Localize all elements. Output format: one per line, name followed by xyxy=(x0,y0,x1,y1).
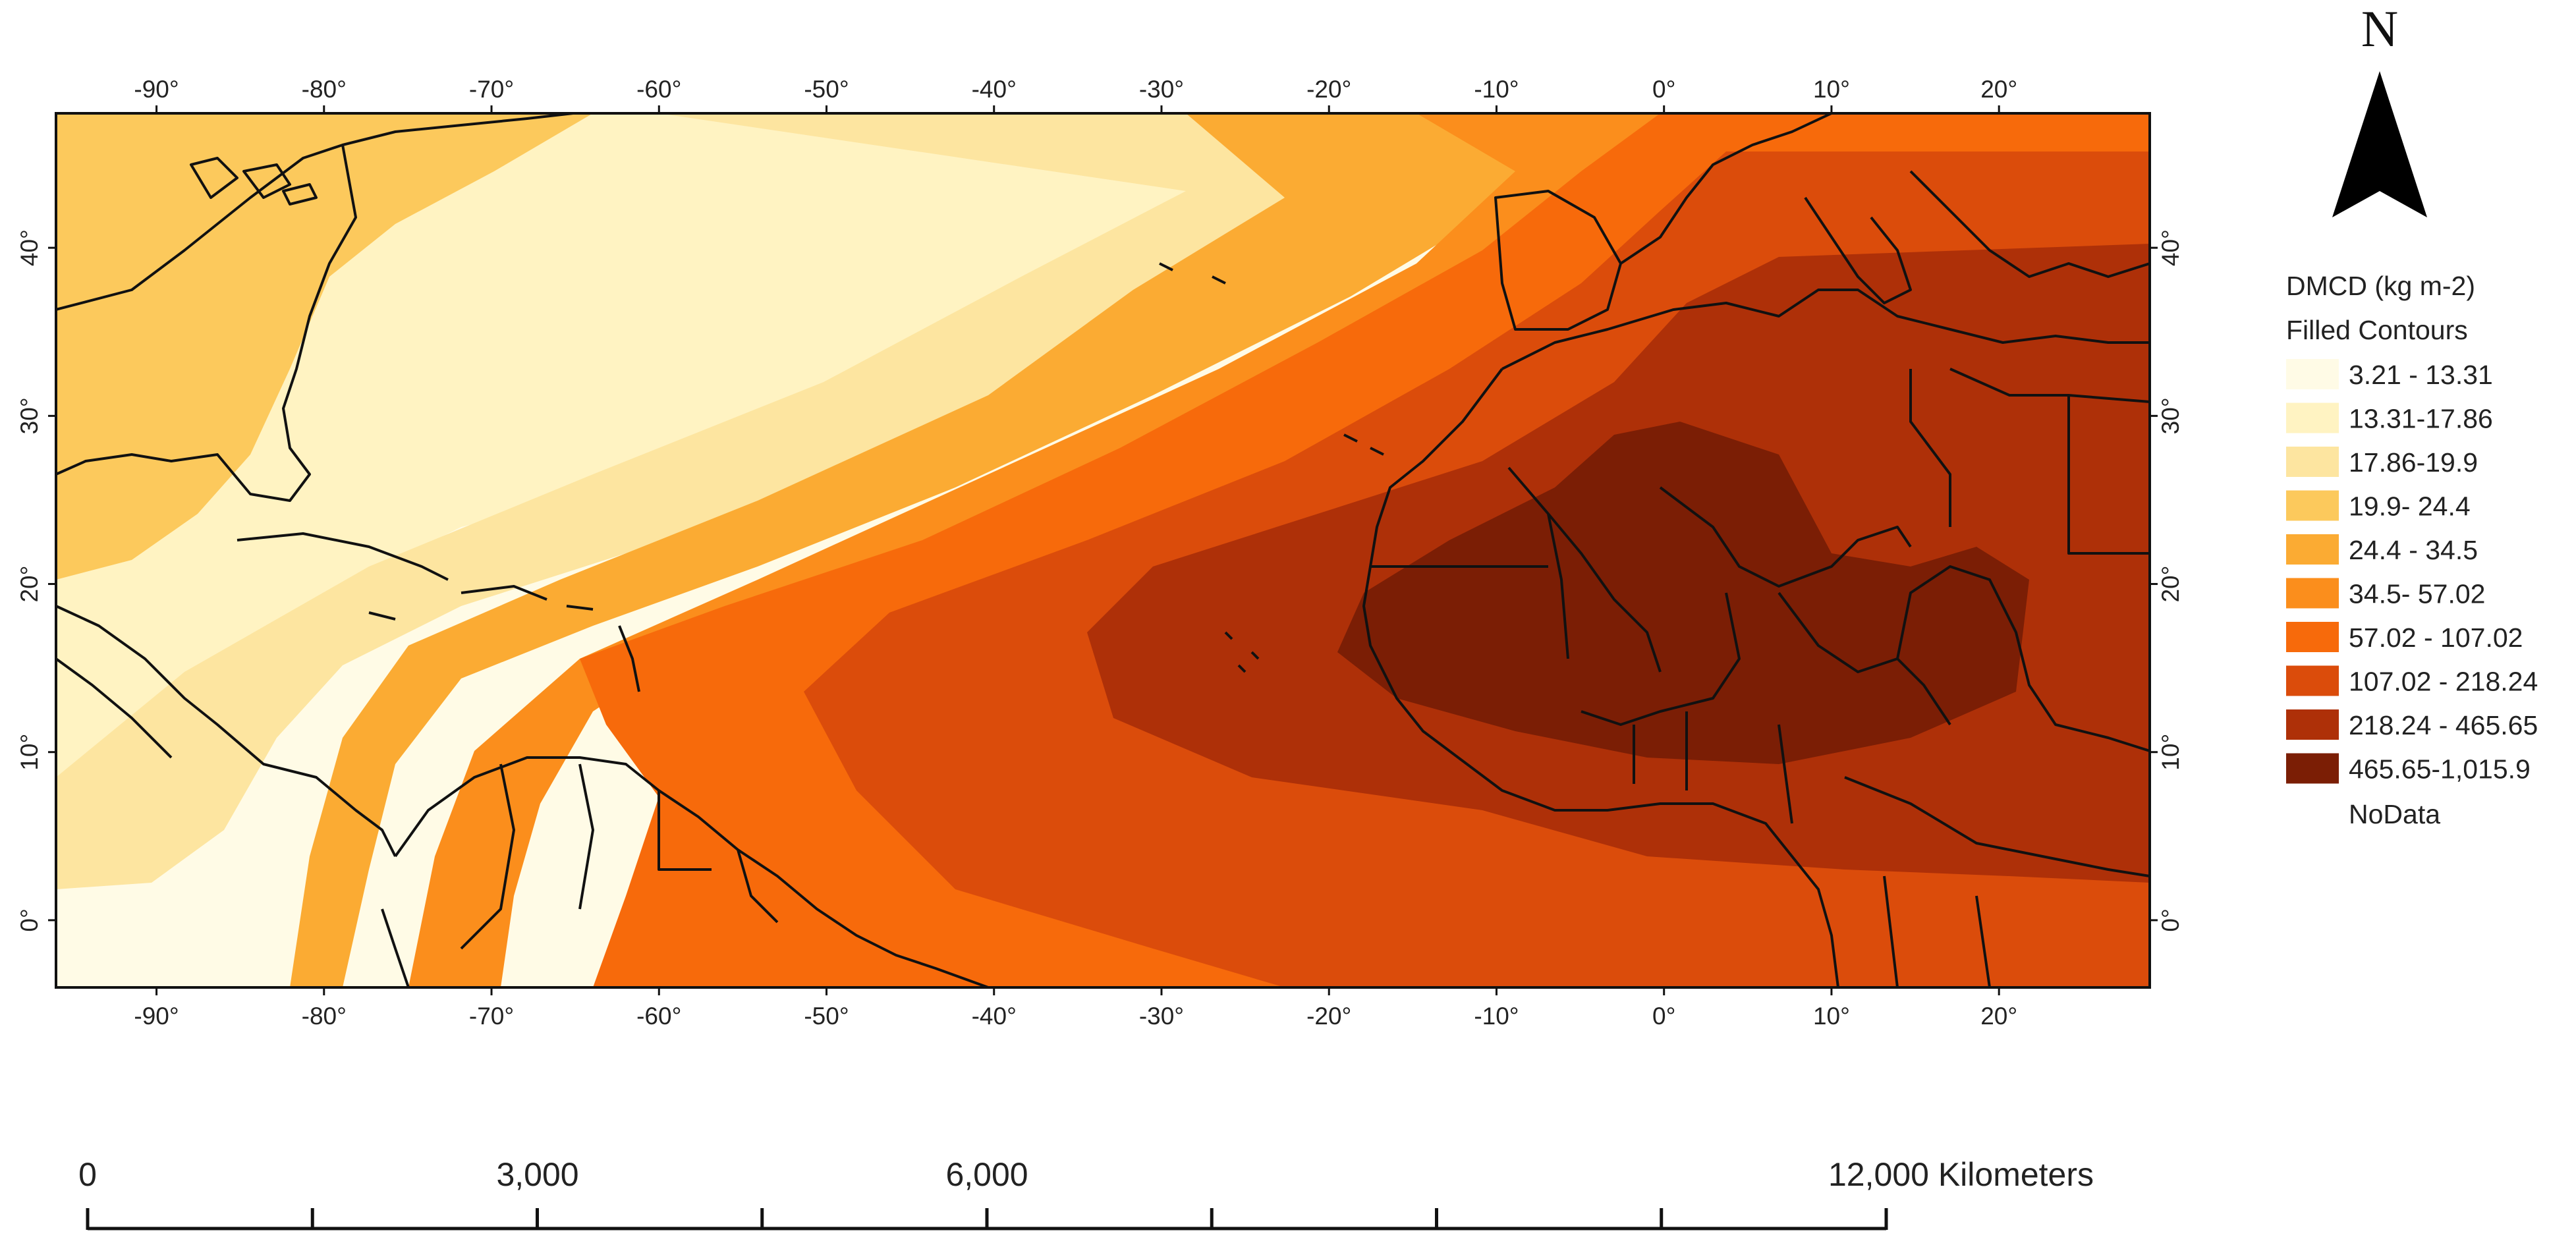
legend-swatch xyxy=(2286,359,2339,389)
legend-label: 218.24 - 465.65 xyxy=(2349,710,2538,740)
scale-label-6000: 6,000 xyxy=(945,1156,1028,1193)
south-america-borders xyxy=(460,763,779,950)
contour-class-3 xyxy=(56,113,1416,889)
x-tick-label-bottom: -50° xyxy=(804,1003,849,1030)
y-tick-label-right: 30° xyxy=(2157,397,2184,434)
legend-swatch xyxy=(2286,665,2339,696)
legend-swatch xyxy=(2286,753,2339,784)
contour-class-4 xyxy=(56,113,593,580)
west-africa-coast xyxy=(1362,368,1839,987)
x-tick-label-top: -90° xyxy=(134,76,179,103)
contour-class-10 xyxy=(1337,422,2029,764)
legend: DMCD (kg m-2) Filled Contours 3.21 - 13.… xyxy=(2286,271,2538,829)
x-tick-label-top: -10° xyxy=(1474,76,1519,103)
x-tick-label-top: -30° xyxy=(1139,76,1184,103)
scale-label-3000: 3,000 xyxy=(496,1156,578,1193)
legend-label: 17.86-19.9 xyxy=(2349,447,2478,478)
legend-swatch xyxy=(2286,490,2339,521)
x-tick-label-bottom: -40° xyxy=(972,1003,1017,1030)
map-frame xyxy=(55,112,2151,989)
coastlines xyxy=(56,113,2150,987)
x-tick-label-bottom: -10° xyxy=(1474,1003,1519,1030)
x-tick-label-bottom: -70° xyxy=(469,1003,514,1030)
north-arrow: N xyxy=(2332,0,2427,217)
legend-nodata: NoData xyxy=(2349,799,2440,829)
legend-subtitle: Filled Contours xyxy=(2286,315,2468,345)
iberia-europe-coast xyxy=(1494,113,1832,331)
x-tick-label-bottom: -30° xyxy=(1139,1003,1184,1030)
legend-label: 465.65-1,015.9 xyxy=(2349,754,2531,785)
caribbean-islands xyxy=(237,532,640,692)
x-tick-label-bottom: 20° xyxy=(1980,1003,2017,1030)
north-label: N xyxy=(2361,0,2398,57)
north-arrow-icon xyxy=(2332,71,2427,217)
x-tick-label-bottom: 0° xyxy=(1652,1003,1675,1030)
contour-class-5 xyxy=(290,113,1568,987)
south-america-coast xyxy=(381,756,989,987)
africa-borders xyxy=(1370,368,2150,987)
legend-swatch xyxy=(2286,402,2339,433)
x-tick-label-bottom: 10° xyxy=(1813,1003,1850,1030)
x-tick-label-bottom: -90° xyxy=(134,1003,179,1030)
legend-swatch xyxy=(2286,622,2339,652)
north-africa-coast xyxy=(1501,289,2150,370)
legend-label: 3.21 - 13.31 xyxy=(2349,360,2493,390)
contour-field xyxy=(56,113,2150,987)
legend-label: 24.4 - 34.5 xyxy=(2349,535,2478,565)
y-tick-label-right: 40° xyxy=(2157,229,2184,266)
x-tick-label-top: -50° xyxy=(804,76,849,103)
legend-swatch xyxy=(2286,447,2339,477)
mexico-central-america xyxy=(56,605,397,857)
y-tick-label-left: 30° xyxy=(16,397,43,434)
x-tick-label-top: -20° xyxy=(1306,76,1351,103)
legend-swatch xyxy=(2286,578,2339,609)
y-tick-label-left: 20° xyxy=(16,566,43,603)
legend-label: 57.02 - 107.02 xyxy=(2349,622,2523,653)
x-tick-label-top: -70° xyxy=(469,76,514,103)
great-lakes xyxy=(190,157,318,206)
x-tick-label-top: 20° xyxy=(1980,76,2017,103)
scale-bar-ticks xyxy=(86,1208,1888,1230)
x-tick-label-top: -80° xyxy=(302,76,347,103)
north-america-coast xyxy=(56,113,574,502)
legend-label: 19.9- 24.4 xyxy=(2349,491,2471,522)
y-tick-label-right: 10° xyxy=(2157,734,2184,771)
y-tick-label-left: 0° xyxy=(16,908,43,931)
x-tick-label-top: 10° xyxy=(1813,76,1850,103)
x-tick-label-top: -40° xyxy=(972,76,1017,103)
italy-balkans xyxy=(1804,170,2150,304)
x-tick-label-bottom: -60° xyxy=(636,1003,681,1030)
legend-label: 13.31-17.86 xyxy=(2349,404,2493,434)
legend-label: 34.5- 57.02 xyxy=(2349,579,2485,609)
x-tick-label-top: -60° xyxy=(636,76,681,103)
x-tick-label-bottom: -20° xyxy=(1306,1003,1351,1030)
atlantic-islands xyxy=(1159,262,1384,673)
y-tick-label-left: 40° xyxy=(16,229,43,266)
scale-bar: 0 3,000 6,000 12,000 Kilometers xyxy=(78,1156,2094,1231)
x-tick-label-bottom: -80° xyxy=(302,1003,347,1030)
legend-items: 3.21 - 13.31 13.31-17.86 17.86-19.9 19.9- 2… xyxy=(2286,359,2538,785)
legend-swatch xyxy=(2286,709,2339,740)
graticule-ticks: -90° -90° -80° -80° -70° -70° -60° -60° -50° -50°… xyxy=(16,76,2184,1030)
y-tick-label-right: 20° xyxy=(2157,566,2184,603)
x-tick-label-top: 0° xyxy=(1652,76,1675,103)
legend-swatch xyxy=(2286,534,2339,565)
legend-title: DMCD (kg m-2) xyxy=(2286,271,2475,301)
scale-label-12000: 12,000 Kilometers xyxy=(1828,1156,2094,1193)
y-tick-label-left: 10° xyxy=(16,734,43,771)
scale-label-0: 0 xyxy=(78,1156,97,1193)
y-tick-label-right: 0° xyxy=(2157,908,2184,931)
legend-label: 107.02 - 218.24 xyxy=(2349,667,2538,697)
